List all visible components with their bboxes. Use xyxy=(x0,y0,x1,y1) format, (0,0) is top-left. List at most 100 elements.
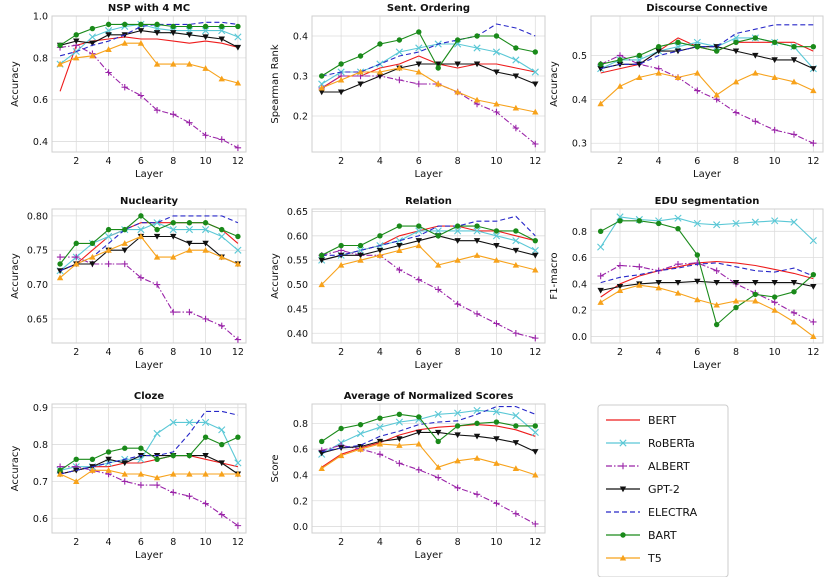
data-point xyxy=(415,80,422,88)
x-tick-label: 6 xyxy=(694,347,700,358)
panel-nuclearity: 2 4 6 8 10 12 0.65 0.70 0.75 0.80 Nuclearity Layer A… xyxy=(10,196,247,371)
legend-entry-gpt-2: GPT-2 xyxy=(606,483,680,496)
data-point xyxy=(122,445,128,451)
x-tick-label: 8 xyxy=(170,537,176,548)
data-point xyxy=(473,61,481,68)
data-point xyxy=(170,253,177,260)
x-tick-label: 2 xyxy=(617,156,623,167)
series-gpt-2 xyxy=(318,61,539,96)
data-point xyxy=(790,218,798,226)
y-tick-label: 0.55 xyxy=(287,256,308,267)
plot-frame xyxy=(311,208,546,344)
plot-frame xyxy=(590,15,824,153)
data-point xyxy=(531,246,539,255)
series-line-albert xyxy=(600,54,814,144)
legend-entry-t5: T5 xyxy=(606,552,662,565)
data-point xyxy=(616,213,624,221)
x-tick-label: 8 xyxy=(170,156,176,167)
x-tick-label: 2 xyxy=(338,156,344,167)
data-point xyxy=(771,74,778,80)
x-tick-label: 6 xyxy=(138,347,144,358)
panel-nsp-with-4-mc: 2 4 6 8 10 12 0.4 0.6 0.8 1.0 NSP with 4 MC Layer Ac… xyxy=(10,3,247,180)
plot-frame xyxy=(311,403,546,534)
data-point xyxy=(376,451,384,458)
x-tick-label: 4 xyxy=(377,156,383,167)
data-point xyxy=(435,429,442,436)
data-point xyxy=(105,32,112,39)
x-tick-label: 12 xyxy=(529,347,541,358)
data-point xyxy=(473,96,481,103)
data-point xyxy=(337,261,345,268)
data-point xyxy=(89,240,96,247)
x-tick-label: 6 xyxy=(416,156,422,167)
data-point xyxy=(154,21,160,28)
data-point xyxy=(169,226,177,234)
data-point xyxy=(396,223,403,229)
data-point xyxy=(338,425,344,432)
plot-frame xyxy=(51,208,247,344)
data-point xyxy=(752,35,759,41)
data-point xyxy=(357,81,364,88)
data-point xyxy=(532,471,539,478)
data-point xyxy=(170,452,176,459)
data-point xyxy=(434,410,442,418)
data-point xyxy=(473,252,481,258)
data-point xyxy=(202,453,209,459)
data-point xyxy=(435,464,442,470)
legend-marker xyxy=(619,486,627,493)
y-axis-label: F1-macro xyxy=(549,252,560,299)
y-tick-label: 0.50 xyxy=(287,280,308,291)
series-electra xyxy=(600,262,814,284)
data-point xyxy=(186,119,193,126)
y-tick-label: 0.2 xyxy=(572,306,587,317)
data-point xyxy=(376,423,384,431)
series-roberta xyxy=(56,418,242,474)
series-bart xyxy=(319,29,538,79)
x-tick-label: 8 xyxy=(170,347,176,358)
series-albert xyxy=(318,247,539,342)
x-tick-label: 4 xyxy=(106,347,112,358)
y-tick-label: 0.65 xyxy=(287,207,308,218)
series-gpt-2 xyxy=(318,233,539,264)
data-point xyxy=(694,296,701,303)
data-point xyxy=(597,228,604,235)
panel-title: NSP with 4 MC xyxy=(108,3,190,14)
series-line-t5 xyxy=(321,443,536,476)
data-point xyxy=(512,124,520,132)
data-point xyxy=(337,89,345,96)
data-point xyxy=(337,247,345,254)
data-point xyxy=(751,218,759,226)
data-point xyxy=(655,284,662,291)
data-point xyxy=(532,237,538,244)
series-line-bart xyxy=(600,220,814,326)
data-point xyxy=(752,291,759,298)
series-line-electra xyxy=(59,410,239,475)
data-point xyxy=(234,79,242,86)
y-tick-label: 0.8 xyxy=(293,419,308,430)
data-point xyxy=(713,221,721,229)
data-point xyxy=(186,470,193,477)
series-line-albert xyxy=(321,444,536,525)
data-point xyxy=(597,272,604,280)
data-point xyxy=(636,52,643,59)
y-tick-label: 0.8 xyxy=(33,53,48,64)
data-point xyxy=(415,61,422,68)
data-point xyxy=(56,470,64,477)
x-axis-label: Layer xyxy=(415,169,444,180)
panel-title: Nuclearity xyxy=(120,196,179,207)
series-line-t5 xyxy=(59,235,239,279)
data-point xyxy=(137,40,145,46)
data-point xyxy=(675,226,681,232)
data-point xyxy=(512,73,520,80)
data-point xyxy=(493,33,500,39)
series-line-bart xyxy=(59,436,239,471)
y-tick-label: 0.4 xyxy=(572,95,587,106)
data-point xyxy=(376,252,384,258)
series-line-roberta xyxy=(321,409,536,455)
data-point xyxy=(338,61,344,67)
data-point xyxy=(170,23,176,30)
data-point xyxy=(73,478,80,484)
data-point xyxy=(396,247,403,253)
data-point xyxy=(138,445,144,451)
